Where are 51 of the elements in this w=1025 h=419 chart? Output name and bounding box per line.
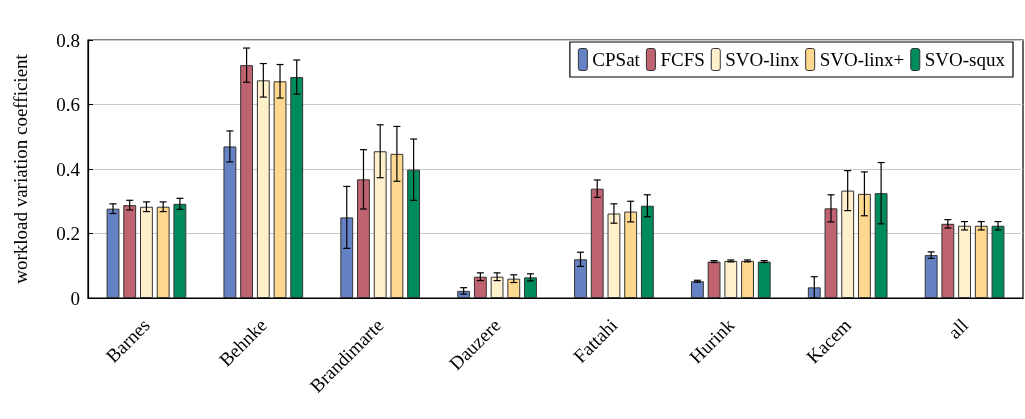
y-tick-label: 0: [70, 287, 80, 309]
bar: [807, 287, 821, 298]
bar: [173, 203, 187, 298]
bar: [290, 77, 304, 298]
bar: [958, 225, 971, 298]
bar: [590, 188, 604, 298]
bar: [741, 260, 754, 298]
bar: [857, 193, 871, 298]
y-tick-label: 0.4: [56, 158, 81, 180]
legend-label: SVO-linx: [725, 49, 800, 70]
bar: [123, 205, 137, 298]
bar: [373, 151, 387, 298]
bar: [340, 217, 354, 298]
bar: [624, 211, 638, 298]
bar: [841, 190, 855, 298]
x-tick-label: all: [943, 314, 972, 343]
bar: [941, 223, 955, 298]
y-tick-label: 0.2: [56, 223, 80, 244]
bar: [273, 81, 287, 298]
bar: [690, 281, 704, 298]
bar: [757, 261, 771, 298]
bar: [824, 208, 838, 298]
bar: [974, 225, 988, 298]
bar: [407, 169, 421, 298]
bar: [507, 278, 521, 298]
bar: [707, 261, 721, 298]
bar: [240, 65, 254, 298]
bar: [640, 205, 654, 298]
y-tick-label: 0.8: [56, 29, 80, 51]
bar: [357, 179, 370, 298]
bar: [223, 146, 237, 298]
bar: [607, 213, 621, 298]
y-tick-label: 0.6: [56, 94, 80, 115]
bar: [473, 276, 487, 298]
bar: [156, 206, 170, 298]
bar: [140, 206, 153, 298]
bar: [106, 208, 120, 298]
bar: [724, 260, 738, 298]
bar: [874, 193, 888, 298]
bar: [390, 153, 404, 298]
legend-label: SVO-linx+: [819, 49, 905, 70]
legend-label: FCFS: [660, 49, 705, 70]
bar: [524, 277, 537, 298]
bar: [256, 80, 270, 298]
legend-label: SVO-squx: [924, 49, 1006, 70]
bar: [574, 259, 587, 298]
y-axis-title: workload variation coefficient: [10, 53, 31, 284]
bar: [490, 276, 504, 298]
bar: [924, 255, 938, 298]
legend-label: CPSat: [592, 49, 641, 70]
bar: [991, 225, 1005, 298]
